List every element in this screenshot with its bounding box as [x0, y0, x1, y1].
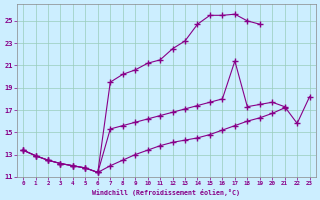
- X-axis label: Windchill (Refroidissement éolien,°C): Windchill (Refroidissement éolien,°C): [92, 189, 240, 196]
